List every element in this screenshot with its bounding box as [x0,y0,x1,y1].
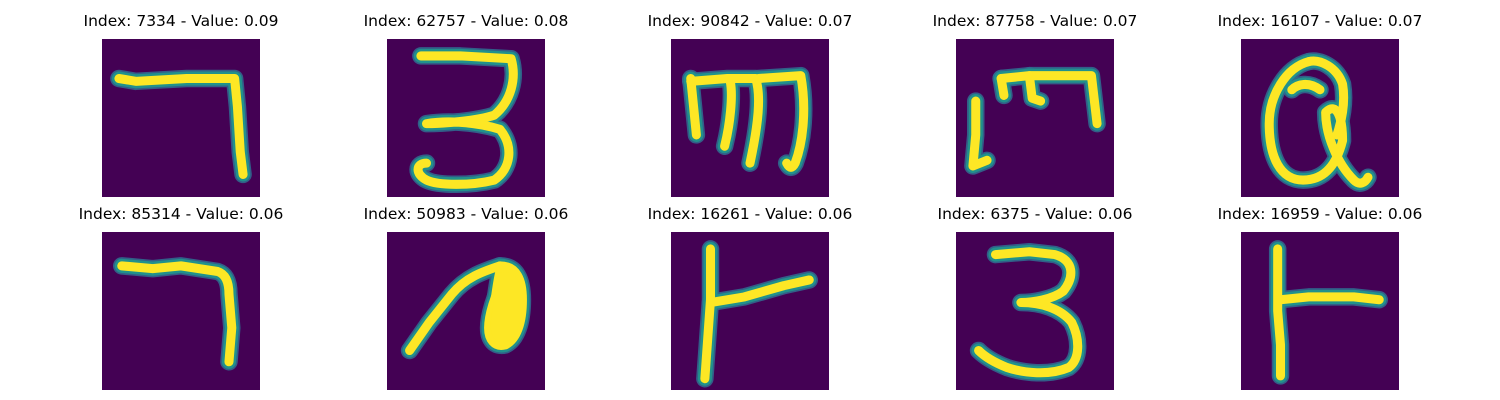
panel-title: Index: 90842 - Value: 0.07 [647,12,853,30]
letter-image-m [956,39,1114,197]
grid-panel: Index: 87758 - Value: 0.07 [905,12,1165,197]
digit-image-3 [956,232,1114,390]
grid-panel: Index: 7334 - Value: 0.09 [51,12,311,197]
panel-title: Index: 7334 - Value: 0.09 [83,12,279,30]
letter-image-t [1241,232,1399,390]
panel-title: Index: 6375 - Value: 0.06 [937,205,1133,223]
digit-image-3 [387,39,545,197]
grid-panel: Index: 90842 - Value: 0.07 [620,12,880,197]
letter-image-n [387,232,545,390]
panel-title: Index: 87758 - Value: 0.07 [932,12,1138,30]
digit-image-7 [102,232,260,390]
grid-panel: Index: 85314 - Value: 0.06 [51,205,311,390]
grid-panel: Index: 50983 - Value: 0.06 [336,205,596,390]
panel-title: Index: 50983 - Value: 0.06 [363,205,569,223]
panel-title: Index: 85314 - Value: 0.06 [78,205,284,223]
panel-title: Index: 16959 - Value: 0.06 [1217,205,1423,223]
grid-panel: Index: 16107 - Value: 0.07 [1190,12,1450,197]
panel-title: Index: 16261 - Value: 0.06 [647,205,853,223]
letter-image-t [671,232,829,390]
letter-image-a [1241,39,1399,197]
grid-panel: Index: 16959 - Value: 0.06 [1190,205,1450,390]
grid-panel: Index: 6375 - Value: 0.06 [905,205,1165,390]
grid-panel: Index: 16261 - Value: 0.06 [620,205,880,390]
panel-title: Index: 62757 - Value: 0.08 [363,12,569,30]
letter-image-m [671,39,829,197]
panel-title: Index: 16107 - Value: 0.07 [1217,12,1423,30]
grid-panel: Index: 62757 - Value: 0.08 [336,12,596,197]
digit-image-7 [102,39,260,197]
